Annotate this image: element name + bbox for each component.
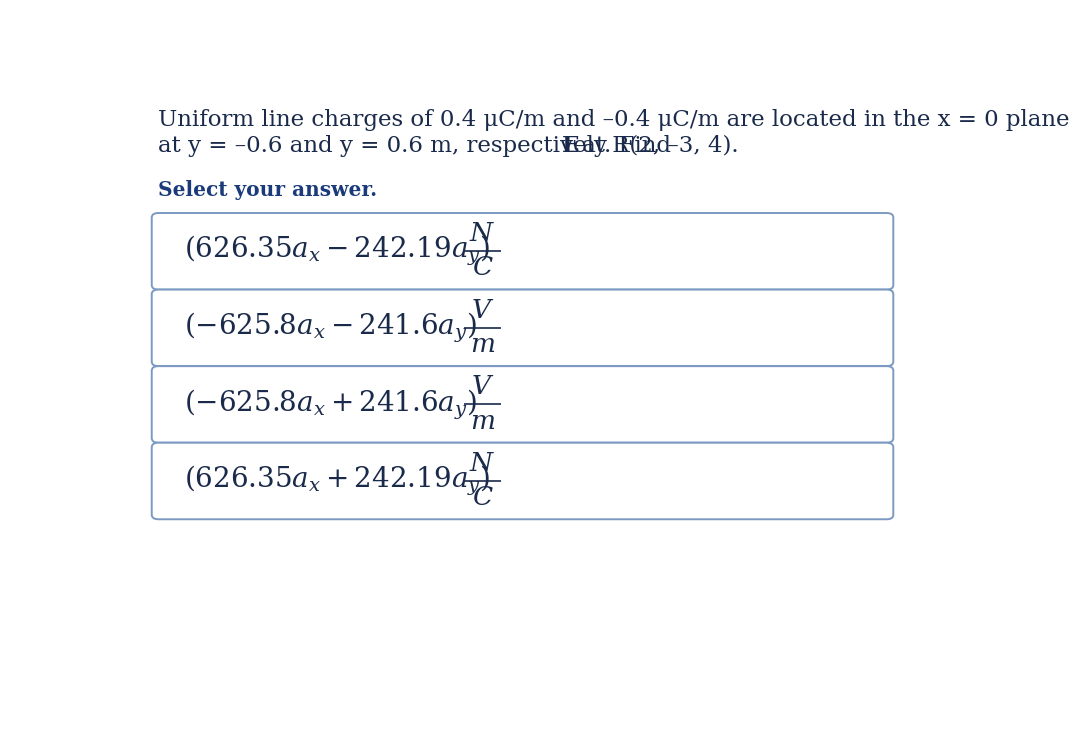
FancyBboxPatch shape <box>151 213 893 289</box>
Text: $\mathit{N}$: $\mathit{N}$ <box>469 221 496 247</box>
Text: Select your answer.: Select your answer. <box>159 180 378 200</box>
Text: at y = –0.6 and y = 0.6 m, respectively. Find: at y = –0.6 and y = 0.6 m, respectively.… <box>159 135 678 157</box>
Text: Uniform line charges of 0.4 μC/m and –0.4 μC/m are located in the x = 0 plane: Uniform line charges of 0.4 μC/m and –0.… <box>159 109 1070 131</box>
Text: E: E <box>562 135 579 157</box>
FancyBboxPatch shape <box>151 443 893 519</box>
Text: $\mathit{N}$: $\mathit{N}$ <box>469 451 496 477</box>
Text: $\mathit{V}$: $\mathit{V}$ <box>471 298 494 324</box>
Text: $\mathit{C}$: $\mathit{C}$ <box>472 255 494 281</box>
FancyBboxPatch shape <box>151 366 893 443</box>
Text: $\mathit{m}$: $\mathit{m}$ <box>470 409 495 435</box>
Text: $\mathit{(-625.8a_{x} - 241.6a_{y})}$: $\mathit{(-625.8a_{x} - 241.6a_{y})}$ <box>184 311 476 345</box>
Text: $\mathit{V}$: $\mathit{V}$ <box>471 374 494 400</box>
FancyBboxPatch shape <box>151 289 893 366</box>
Text: $\mathit{C}$: $\mathit{C}$ <box>472 485 494 511</box>
Text: $\mathit{(-625.8a_{x} + 241.6a_{y})}$: $\mathit{(-625.8a_{x} + 241.6a_{y})}$ <box>184 387 476 421</box>
Text: $\mathit{(626.35a_{x} + 242.19a_{y})}$: $\mathit{(626.35a_{x} + 242.19a_{y})}$ <box>184 464 489 498</box>
Text: $\mathit{m}$: $\mathit{m}$ <box>470 332 495 358</box>
Text: at R(2, –3, 4).: at R(2, –3, 4). <box>575 135 739 157</box>
Text: $\mathit{(626.35a_{x} - 242.19a_{y})}$: $\mathit{(626.35a_{x} - 242.19a_{y})}$ <box>184 234 489 269</box>
